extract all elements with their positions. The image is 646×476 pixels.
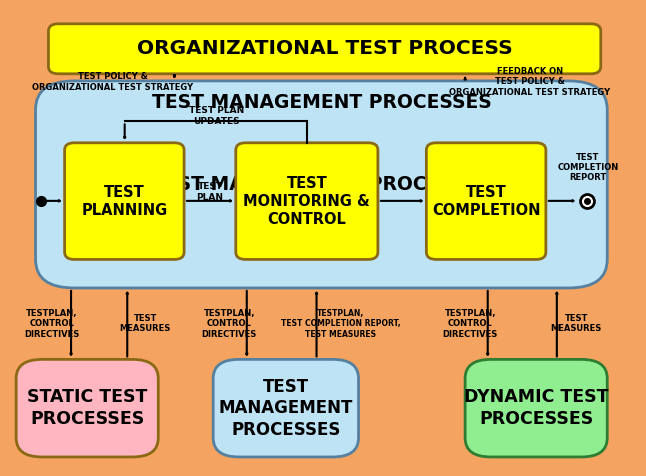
Text: STATIC TEST
PROCESSES: STATIC TEST PROCESSES [27,388,147,428]
Text: TESTPLAN,
CONTROL
DIRECTIVES: TESTPLAN, CONTROL DIRECTIVES [443,309,498,338]
Text: TEST
MEASURES: TEST MEASURES [120,314,171,333]
FancyBboxPatch shape [236,143,378,259]
FancyBboxPatch shape [426,143,546,259]
Text: TEST
PLAN: TEST PLAN [196,182,224,201]
Text: TESTPLAN,
TEST COMPLETION REPORT,
TEST MEASURES: TESTPLAN, TEST COMPLETION REPORT, TEST M… [280,309,401,338]
Text: TEST
COMPLETION
REPORT: TEST COMPLETION REPORT [557,153,618,182]
Text: TESTPLAN,
CONTROL
DIRECTIVES: TESTPLAN, CONTROL DIRECTIVES [24,309,79,338]
FancyBboxPatch shape [465,359,607,457]
Text: ORGANIZATIONAL TEST PROCESS: ORGANIZATIONAL TEST PROCESS [137,40,512,58]
FancyBboxPatch shape [36,81,607,288]
Text: TEST
PLANNING: TEST PLANNING [81,185,167,218]
FancyBboxPatch shape [213,359,359,457]
FancyBboxPatch shape [48,24,601,74]
Text: TEST POLICY &
ORGANIZATIONAL TEST STRATEGY: TEST POLICY & ORGANIZATIONAL TEST STRATE… [32,72,194,91]
Text: TEST
MEASURES: TEST MEASURES [550,314,602,333]
Text: TEST PLAN
UPDATES: TEST PLAN UPDATES [189,107,244,126]
Text: FEEDBACK ON
TEST POLICY &
ORGANIZATIONAL TEST STRATEGY: FEEDBACK ON TEST POLICY & ORGANIZATIONAL… [449,67,610,97]
Text: TEST
MONITORING &
CONTROL: TEST MONITORING & CONTROL [244,176,370,227]
Text: TEST
COMPLETION: TEST COMPLETION [432,185,540,218]
Text: TEST MANAGEMENT PROCESSES: TEST MANAGEMENT PROCESSES [152,93,491,112]
Text: TEST MANAGEMENT PROCESSES: TEST MANAGEMENT PROCESSES [152,175,491,194]
Text: TEST
MANAGEMENT
PROCESSES: TEST MANAGEMENT PROCESSES [218,377,353,439]
Text: TESTPLAN,
CONTROL
DIRECTIVES: TESTPLAN, CONTROL DIRECTIVES [202,309,257,338]
FancyBboxPatch shape [16,359,158,457]
FancyBboxPatch shape [65,143,184,259]
Text: DYNAMIC TEST
PROCESSES: DYNAMIC TEST PROCESSES [464,388,609,428]
